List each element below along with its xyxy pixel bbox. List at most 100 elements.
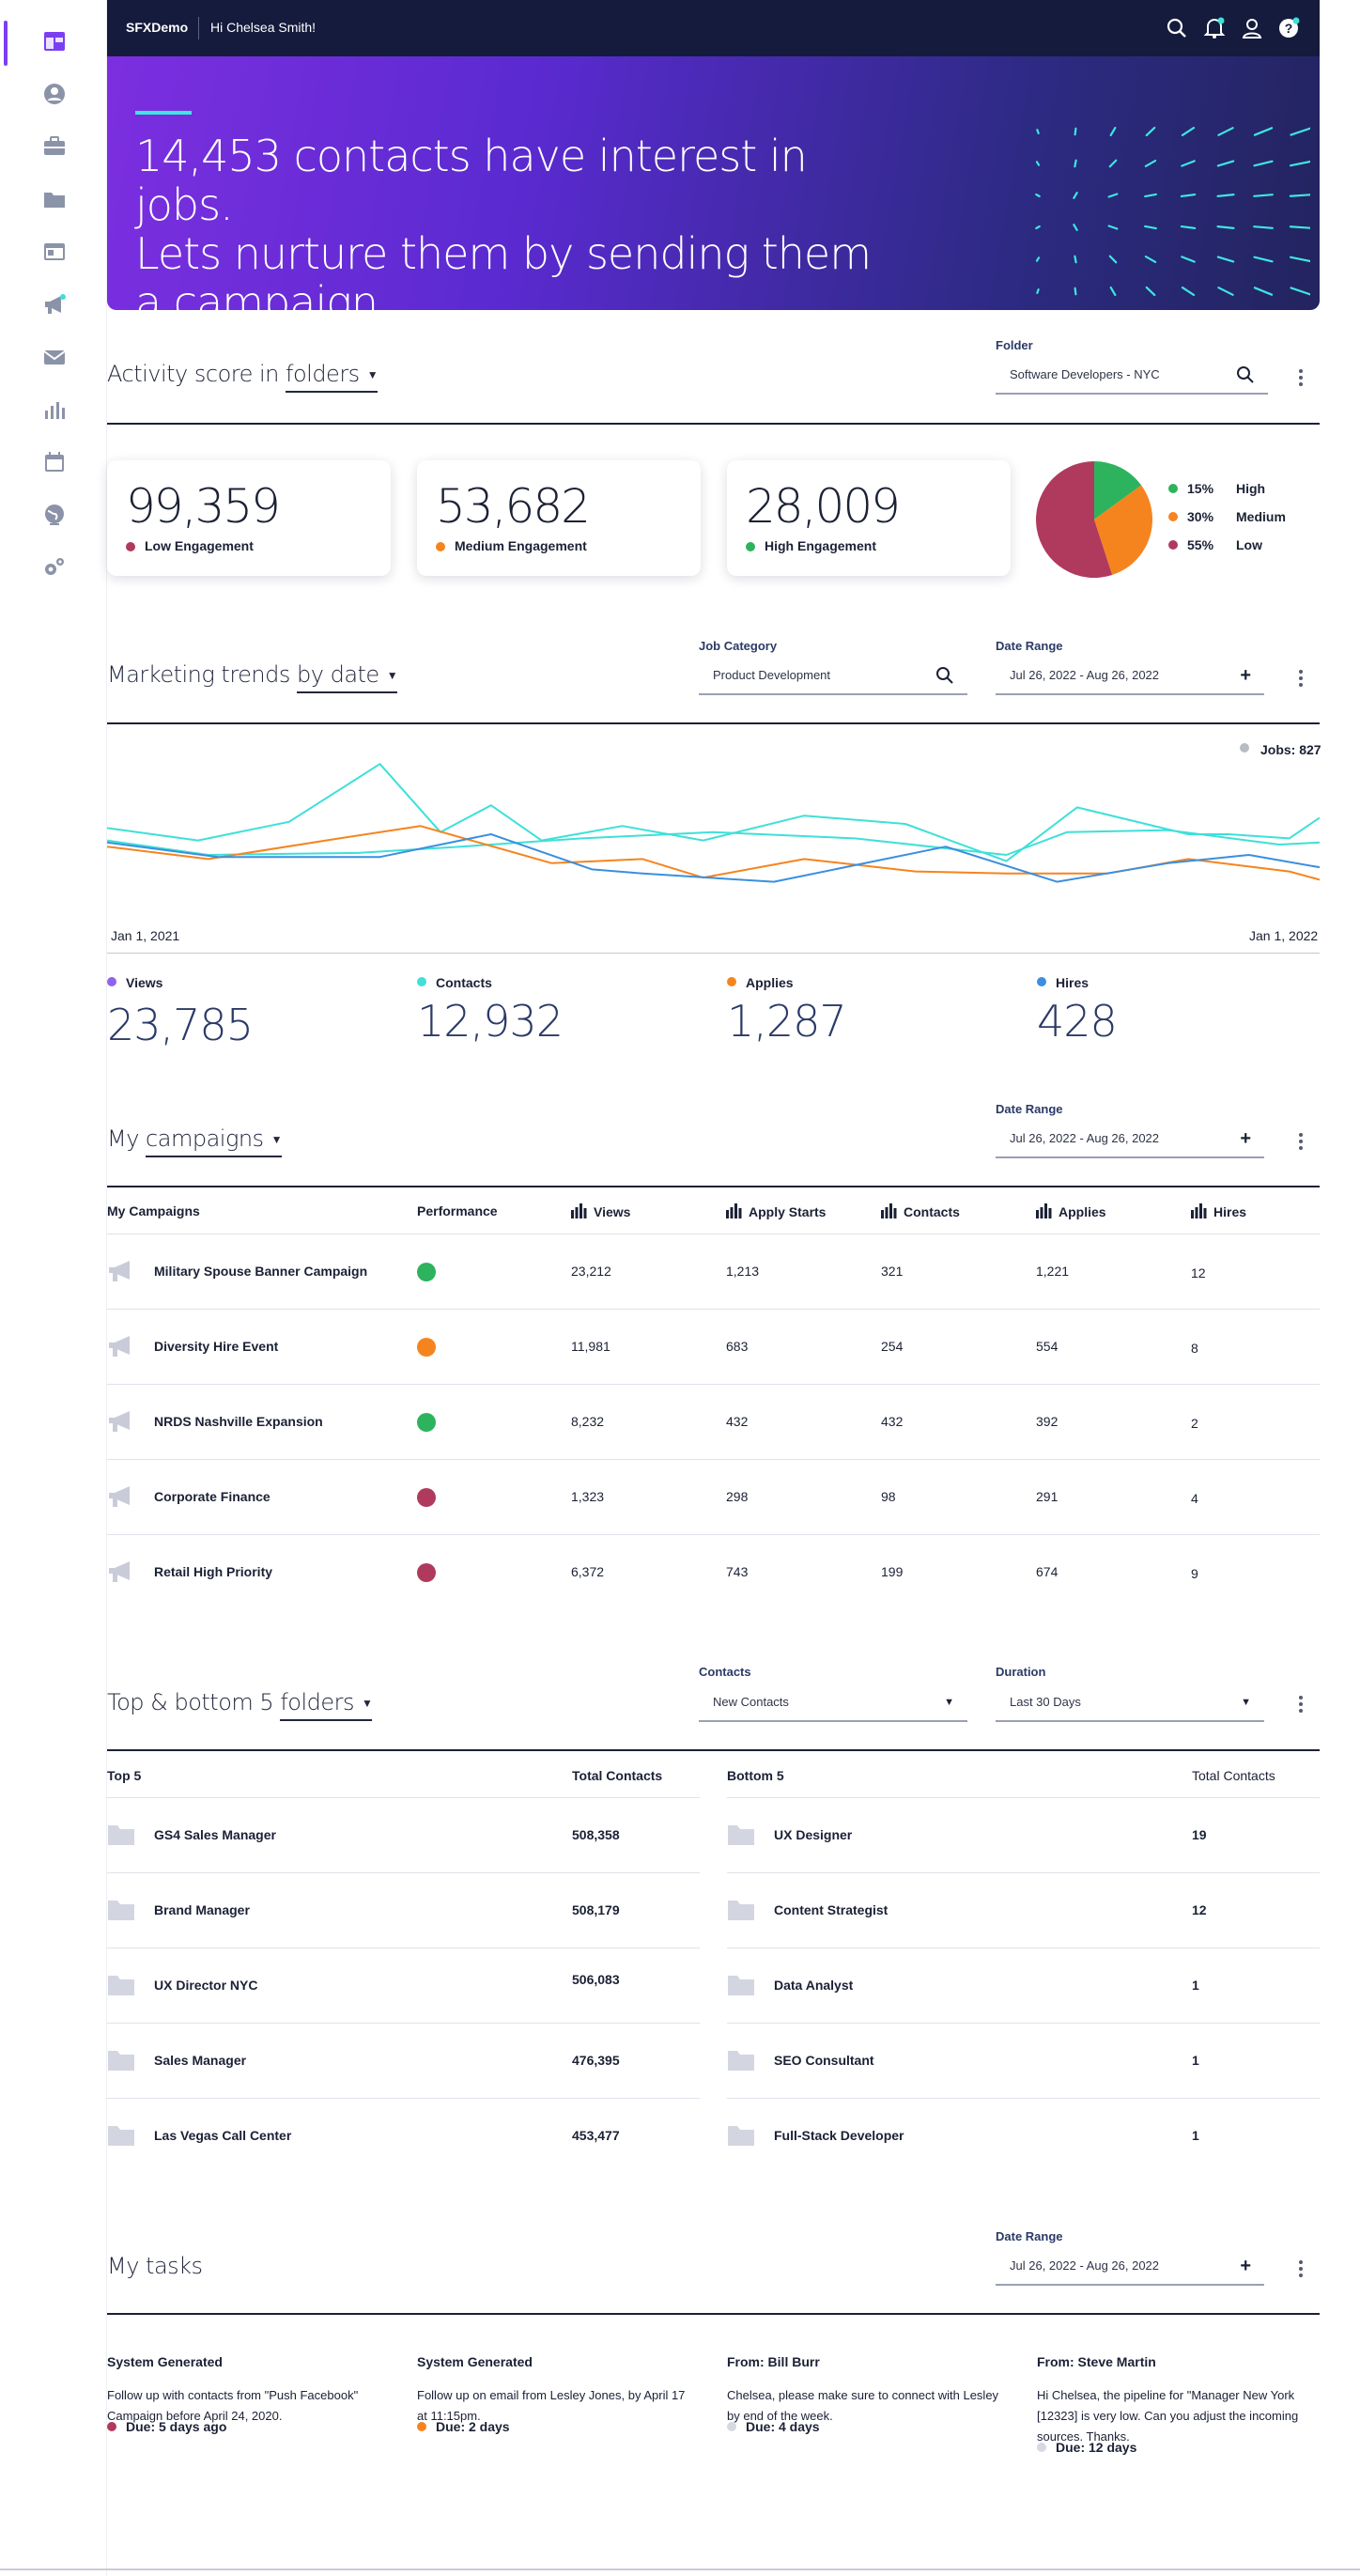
hero-ray xyxy=(1253,256,1274,263)
campaign-name-link[interactable]: Military Spouse Banner Campaign xyxy=(154,1264,368,1279)
folder-icon[interactable] xyxy=(41,186,68,212)
folders-more-menu-icon[interactable] xyxy=(1294,1694,1307,1716)
tasks-date-range-picker[interactable]: Jul 26, 2022 - Aug 26, 2022 + xyxy=(996,2248,1264,2286)
top-folder-name-link[interactable]: GS4 Sales Manager xyxy=(154,1827,276,1842)
folder-icon xyxy=(107,2048,135,2072)
col-header-apply-starts[interactable]: Apply Starts xyxy=(726,1203,826,1219)
date-range-picker[interactable]: Jul 26, 2022 - Aug 26, 2022 + xyxy=(996,658,1264,695)
browser-window-icon[interactable] xyxy=(41,239,68,265)
envelope-icon[interactable] xyxy=(41,344,68,370)
campaigns-date-range-picker[interactable]: Jul 26, 2022 - Aug 26, 2022 + xyxy=(996,1121,1264,1158)
campaign-name-link[interactable]: NRDS Nashville Expansion xyxy=(154,1414,323,1429)
folders-title-prefix: Top & bottom 5 xyxy=(107,1689,281,1715)
dashboard-icon[interactable] xyxy=(41,28,68,54)
bottom-folder-name-link[interactable]: UX Designer xyxy=(774,1827,853,1842)
bar-chart-icon[interactable] xyxy=(41,396,68,423)
svg-text:?: ? xyxy=(1285,21,1293,36)
caret-down-icon: ▼ xyxy=(361,1697,373,1710)
bottom-folder-name-link[interactable]: Full-Stack Developer xyxy=(774,2128,904,2143)
top-folder-total: 453,477 xyxy=(572,2128,620,2143)
bottom-folder-name-link[interactable]: Data Analyst xyxy=(774,1978,854,1993)
campaigns-dropdown[interactable]: campaigns ▼ xyxy=(146,1125,282,1157)
duration-select[interactable]: Last 30 Days ▼ xyxy=(996,1684,1264,1722)
bottom-folder-name-link[interactable]: SEO Consultant xyxy=(774,2053,874,2068)
engagement-card-medium: 53,682 Medium Engagement xyxy=(417,460,701,576)
briefcase-icon[interactable] xyxy=(41,133,68,160)
task-description[interactable]: Hi Chelsea, the pipeline for "Manager Ne… xyxy=(1037,2388,1299,2444)
col-header-label: Applies xyxy=(1059,1204,1106,1219)
search-icon[interactable] xyxy=(1165,16,1189,40)
hires-dot xyxy=(1037,977,1046,986)
top-folder-name-link[interactable]: Brand Manager xyxy=(154,1902,250,1917)
trends-more-menu-icon[interactable] xyxy=(1294,668,1307,691)
hero-ray xyxy=(1144,193,1157,198)
caret-down-icon: ▼ xyxy=(270,1133,283,1146)
campaign-name-link[interactable]: Corporate Finance xyxy=(154,1489,270,1504)
help-icon[interactable]: ? xyxy=(1277,16,1302,40)
task-due: Due: 5 days ago xyxy=(107,2419,226,2434)
megaphone-icon xyxy=(107,1259,135,1283)
metric-hires: Hires xyxy=(1037,975,1089,990)
plus-icon[interactable]: + xyxy=(1240,2256,1251,2276)
settings-icon[interactable] xyxy=(41,554,68,581)
megaphone-icon[interactable] xyxy=(41,291,68,318)
search-icon[interactable] xyxy=(935,658,954,697)
col-header-performance[interactable]: Performance xyxy=(417,1203,498,1218)
folder-select[interactable]: Software Developers - NYC xyxy=(996,357,1268,395)
job-category-select[interactable]: Product Development xyxy=(699,658,967,695)
col-header-views[interactable]: Views xyxy=(571,1203,630,1219)
engagement-card-high: 28,009 High Engagement xyxy=(727,460,1011,576)
hero-ray xyxy=(1035,161,1041,166)
date-range-label: Date Range xyxy=(996,639,1063,653)
campaign-name-link[interactable]: Retail High Priority xyxy=(154,1564,273,1579)
bell-icon[interactable] xyxy=(1202,16,1227,40)
globe-icon[interactable] xyxy=(41,502,68,528)
user-icon[interactable] xyxy=(1240,16,1264,40)
col-header-contacts[interactable]: Contacts xyxy=(881,1203,960,1219)
left-nav-rail xyxy=(0,0,107,2576)
top-folder-name-link[interactable]: Sales Manager xyxy=(154,2053,247,2068)
megaphone-icon xyxy=(107,1560,135,1584)
tasks-more-menu-icon[interactable] xyxy=(1294,2258,1307,2281)
hero-ray xyxy=(1074,255,1077,264)
hero-ray xyxy=(1289,225,1310,229)
performance-indicator xyxy=(417,1563,436,1582)
hires-value: 428 xyxy=(1037,996,1118,1047)
hero-ray xyxy=(1036,129,1040,134)
col-header-campaign[interactable]: My Campaigns xyxy=(107,1203,200,1218)
top-folder-name-link[interactable]: Las Vegas Call Center xyxy=(154,2128,292,2143)
task-due: Due: 12 days xyxy=(1037,2440,1136,2455)
brand-name[interactable]: SFXDemo xyxy=(126,20,189,35)
task-description[interactable]: Follow up with contacts from "Push Faceb… xyxy=(107,2388,359,2423)
campaigns-more-menu-icon[interactable] xyxy=(1294,1131,1307,1154)
campaign-views: 6,372 xyxy=(571,1564,605,1579)
col-header-hires[interactable]: Hires xyxy=(1191,1203,1246,1219)
campaign-apply-starts: 432 xyxy=(726,1414,749,1429)
user-greeting: Hi Chelsea Smith! xyxy=(210,20,317,35)
col-header-applies[interactable]: Applies xyxy=(1036,1203,1106,1219)
top-folder-total: 508,179 xyxy=(572,1902,620,1917)
contacts-value: 12,932 xyxy=(417,996,564,1047)
activity-folder-dropdown[interactable]: folders ▼ xyxy=(286,361,379,393)
contacts-filter-select[interactable]: New Contacts ▼ xyxy=(699,1684,967,1722)
top5-total-header: Total Contacts xyxy=(572,1768,663,1783)
hero-ray xyxy=(1253,127,1274,136)
campaign-hires: 8 xyxy=(1191,1341,1198,1356)
performance-indicator xyxy=(417,1413,436,1432)
folders-dropdown[interactable]: folders ▼ xyxy=(280,1689,373,1721)
task-description[interactable]: Follow up on email from Lesley Jones, by… xyxy=(417,2388,686,2423)
campaign-name-link[interactable]: Diversity Hire Event xyxy=(154,1339,279,1354)
top-folder-name-link[interactable]: UX Director NYC xyxy=(154,1978,258,1993)
row-divider xyxy=(107,1309,1320,1310)
jobs-count: Jobs: 827 xyxy=(1260,742,1321,757)
bottom-folder-name-link[interactable]: Content Strategist xyxy=(774,1902,889,1917)
campaign-apply-starts: 298 xyxy=(726,1489,749,1504)
task-description[interactable]: Chelsea, please make sure to connect wit… xyxy=(727,2388,999,2423)
search-icon[interactable] xyxy=(1236,357,1255,396)
trends-date-dropdown[interactable]: by date ▼ xyxy=(297,661,398,693)
calendar-icon[interactable] xyxy=(41,449,68,475)
activity-more-menu-icon[interactable] xyxy=(1294,367,1307,390)
plus-icon[interactable]: + xyxy=(1240,665,1251,686)
person-icon[interactable] xyxy=(41,81,68,107)
plus-icon[interactable]: + xyxy=(1240,1128,1251,1149)
